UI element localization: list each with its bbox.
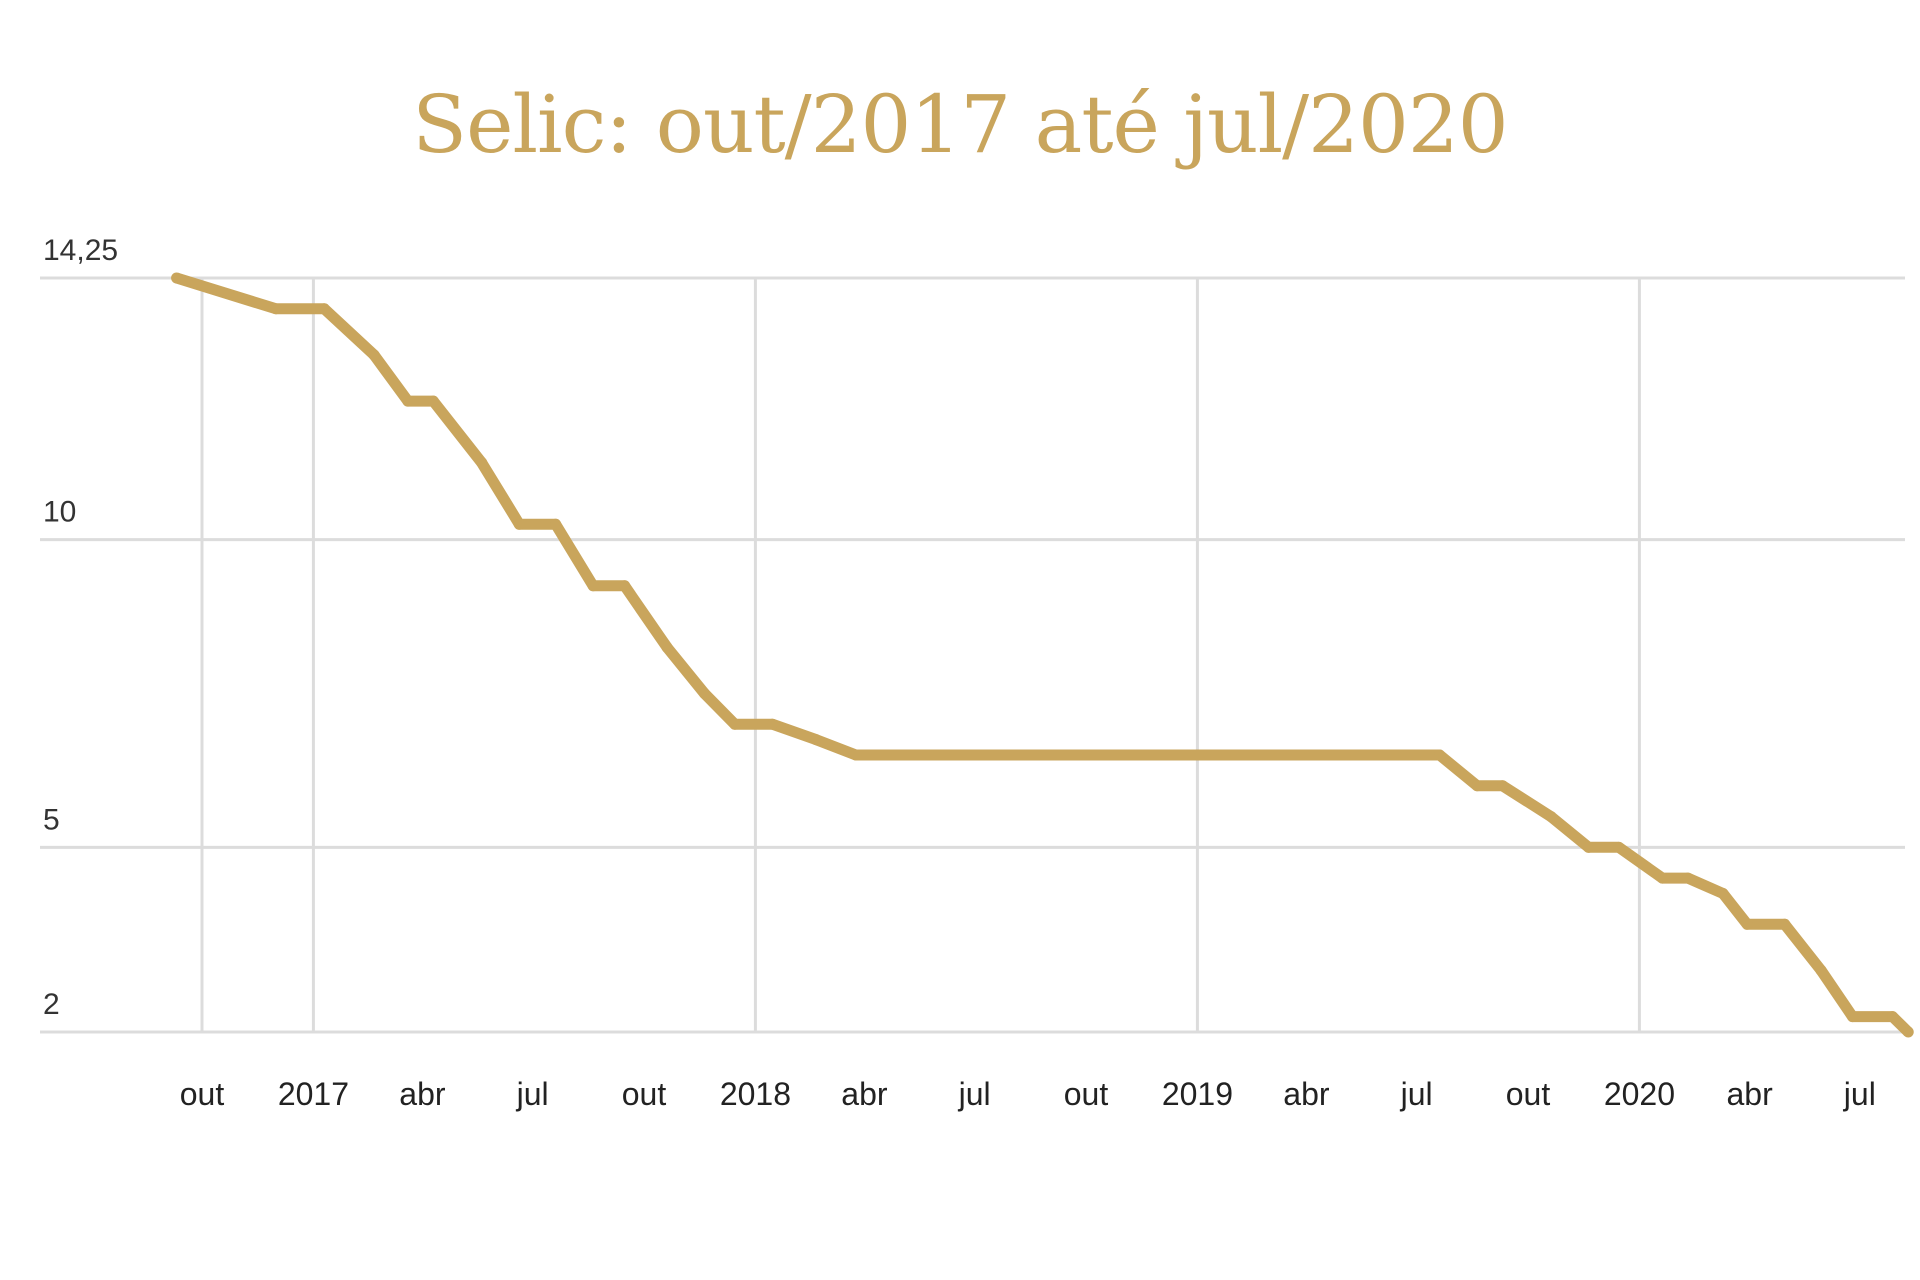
x-tick-label: 2019 [1162,1076,1233,1112]
x-tick-label: jul [1843,1076,1876,1112]
data-point [1434,749,1446,761]
y-tick-label: 14,25 [43,234,118,267]
data-point [1583,841,1595,853]
y-tick-label: 5 [43,803,60,836]
data-point [270,303,282,315]
data-point [550,518,562,530]
x-tick-label: 2020 [1604,1076,1675,1112]
data-point [171,272,183,284]
y-axis-ticks: 2 5 10 14,25 [43,234,118,1021]
data-point [850,749,862,761]
selic-series-line [174,272,1913,1036]
x-axis-ticks: out 2017 abr jul out 2018 abr jul out 2019 abr jul o… [180,1076,1876,1112]
data-point [1497,780,1509,792]
x-tick-label: abr [841,1076,888,1112]
data-point [810,734,822,746]
data-point [1613,841,1625,853]
data-point [513,518,525,530]
data-point [1886,1011,1898,1023]
data-point [427,395,439,407]
data-point [729,718,741,730]
x-tick-label: abr [1726,1076,1773,1112]
x-tick-label: jul [1400,1076,1433,1112]
data-point [1656,872,1668,884]
x-tick-label: jul [958,1076,991,1112]
x-tick-label: out [1506,1076,1551,1112]
data-point [318,303,330,315]
x-tick-label: 2017 [278,1076,349,1112]
grid-layer [40,276,1905,1034]
data-point [1779,918,1791,930]
series-layer [171,272,1914,1038]
data-point [1902,1026,1914,1038]
data-point [1815,964,1827,976]
x-tick-label: out [1064,1076,1109,1112]
data-point [619,580,631,592]
data-point [1717,888,1729,900]
data-point [1682,872,1694,884]
data-point [1471,780,1483,792]
data-point [476,457,488,469]
x-tick-label: jul [516,1076,549,1112]
data-point [368,349,380,361]
data-point [1847,1011,1859,1023]
x-tick-label: abr [399,1076,446,1112]
x-tick-label: out [180,1076,225,1112]
data-point [661,641,673,653]
data-point [1741,918,1753,930]
data-point [766,718,778,730]
y-tick-label: 2 [43,988,60,1021]
data-point [699,687,711,699]
x-tick-label: abr [1283,1076,1330,1112]
data-point [587,580,599,592]
y-tick-label: 10 [43,496,76,529]
data-point [402,395,414,407]
x-tick-label: 2018 [720,1076,791,1112]
data-point [1545,811,1557,823]
x-tick-label: out [622,1076,667,1112]
chart-title: Selic: out/2017 até jul/2020 [412,78,1508,171]
